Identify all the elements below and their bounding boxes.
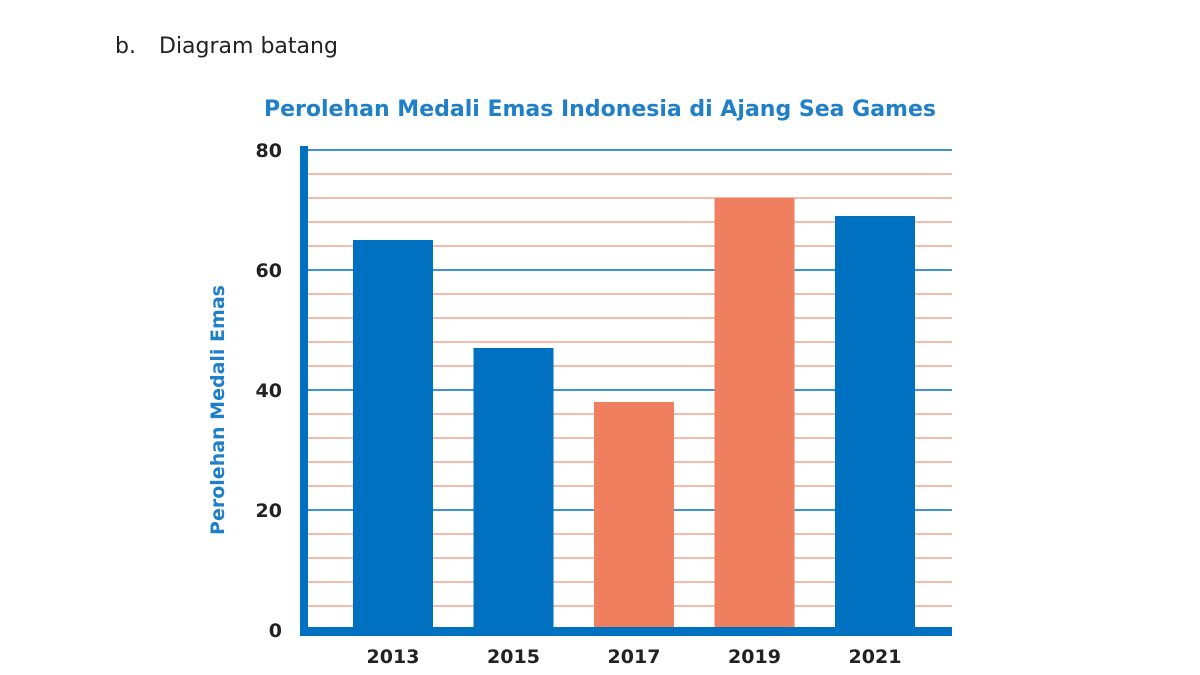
y-tick-label: 0 [269,620,282,642]
x-tick-label: 2013 [367,646,420,668]
x-tick-label: 2015 [487,646,540,668]
bar-2013 [353,240,433,630]
bar-2015 [473,348,554,630]
y-tick-label: 20 [256,500,282,522]
y-tick-label: 80 [256,140,282,162]
y-axis-line [300,146,308,636]
x-axis-line [300,627,952,636]
bar-2017 [594,402,674,630]
section-label: Diagram batang [159,34,338,59]
section-heading: b. Diagram batang [115,34,338,59]
x-tick-label: 2017 [608,646,661,668]
chart-title: Perolehan Medali Emas Indonesia di Ajang… [264,97,936,122]
x-tick-label: 2019 [728,646,781,668]
y-axis-label: Perolehan Medali Emas [207,285,229,535]
bar-2021 [835,216,915,630]
section-marker: b. [115,34,136,59]
x-tick-label: 2021 [849,646,902,668]
y-tick-label: 40 [256,380,282,402]
bar-2019 [714,198,795,630]
y-tick-label: 60 [256,260,282,282]
